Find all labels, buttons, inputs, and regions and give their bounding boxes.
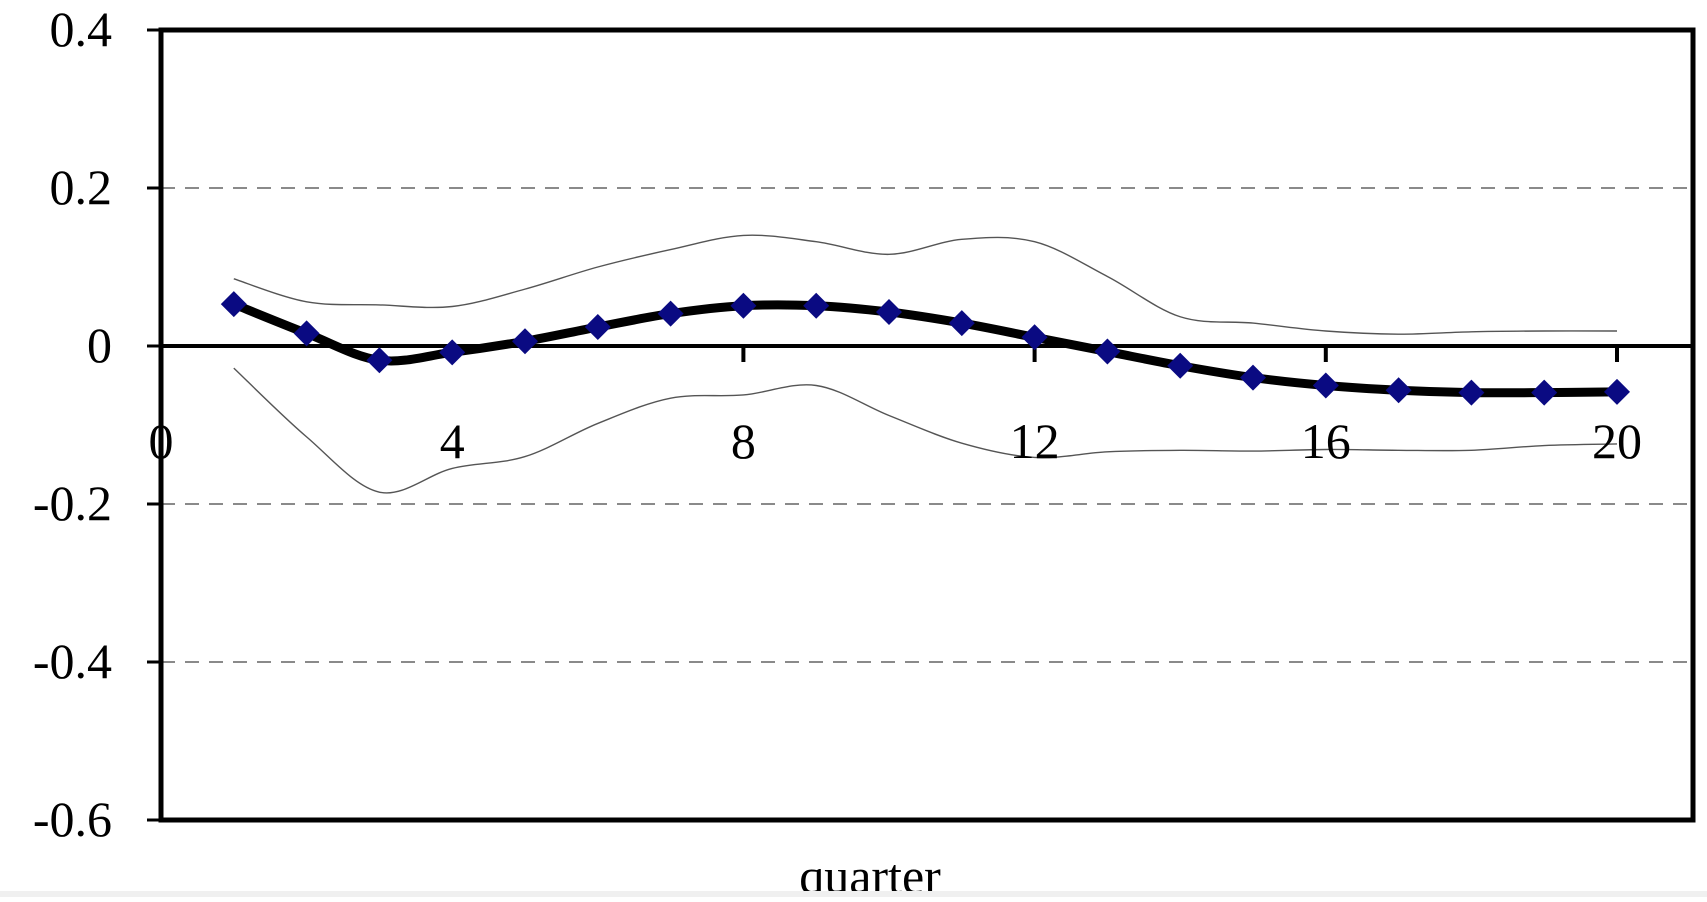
gridlines xyxy=(161,187,1693,663)
plot-border xyxy=(158,27,1696,823)
tick-labels: 0.4 0.2 0 -0.2 -0.4 -0.6 0 4 8 12 16 20 xyxy=(33,1,1642,847)
plot-frame xyxy=(158,27,1696,823)
estimate-line xyxy=(229,299,1622,398)
data-point-marker xyxy=(366,347,393,374)
data-point-marker xyxy=(1240,364,1266,391)
data-point-marker xyxy=(1021,324,1048,351)
data-point-marker xyxy=(1458,379,1485,406)
y-tick-label: 0.4 xyxy=(50,1,113,57)
lower-band-line xyxy=(233,367,1618,494)
data-point-marker xyxy=(1385,377,1412,404)
data-point-marker xyxy=(1094,338,1121,365)
x-tick-label: 20 xyxy=(1592,413,1642,469)
x-tick-label: 12 xyxy=(1010,413,1060,469)
x-tick-label: 8 xyxy=(731,413,756,469)
bottom-strip xyxy=(0,891,1707,897)
axes xyxy=(147,28,1693,822)
data-point-marker xyxy=(512,328,538,355)
data-point-marker xyxy=(948,310,975,337)
data-point-marker xyxy=(220,291,247,318)
x-tick-label: 0 xyxy=(149,413,174,469)
x-axis-title: quarter xyxy=(799,848,941,897)
data-point-marker xyxy=(1604,378,1630,405)
y-tick-label: -0.4 xyxy=(33,633,112,689)
y-tick-label: -0.6 xyxy=(33,791,112,847)
estimate-series xyxy=(229,299,1622,398)
data-point-marker xyxy=(803,292,830,319)
data-point-marker xyxy=(584,314,611,341)
data-point-marker xyxy=(1312,372,1339,399)
y-tick-label: 0 xyxy=(87,317,112,373)
upper-band-line xyxy=(233,234,1618,335)
data-point-marker xyxy=(657,300,684,327)
data-point-marker xyxy=(730,292,757,319)
y-tick-label: -0.2 xyxy=(33,475,112,531)
data-markers xyxy=(220,291,1630,406)
data-point-marker xyxy=(1531,379,1558,406)
y-tick-label: 0.2 xyxy=(50,159,113,215)
x-tick-label: 4 xyxy=(440,413,465,469)
data-point-marker xyxy=(1167,352,1194,379)
data-point-marker xyxy=(439,339,466,366)
confidence-bands xyxy=(233,234,1618,494)
x-tick-label: 16 xyxy=(1301,413,1351,469)
data-point-marker xyxy=(293,320,320,347)
data-point-marker xyxy=(876,299,902,326)
